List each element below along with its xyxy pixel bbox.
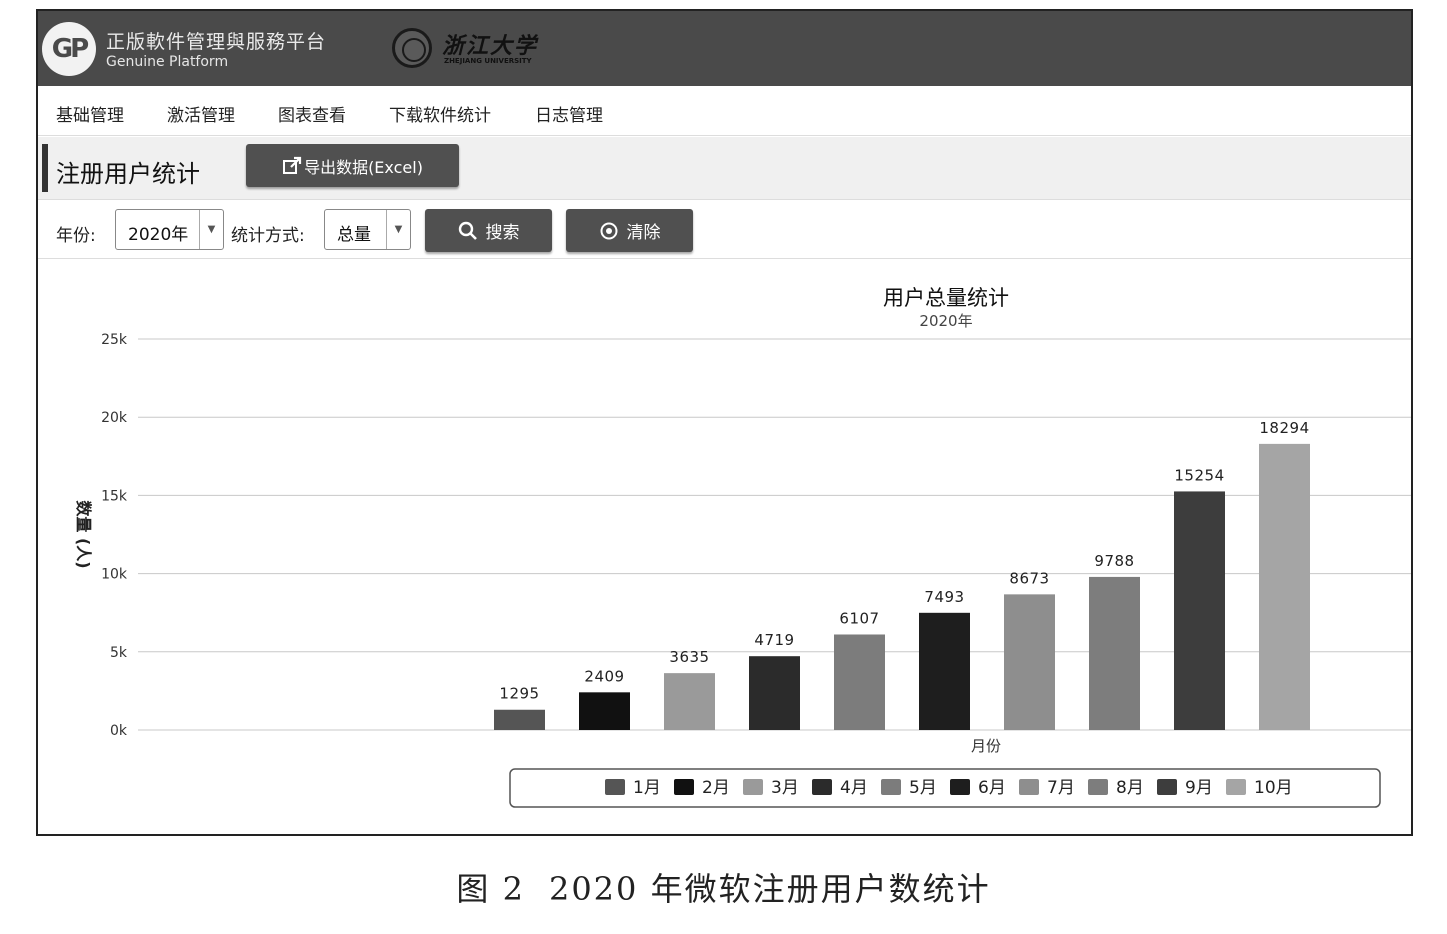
data-label: 8673: [1009, 569, 1049, 587]
bar-2: [579, 692, 630, 730]
page-title: 注册用户统计: [56, 160, 200, 188]
legend-swatch: [674, 779, 694, 795]
y-tick-label: 25k: [101, 332, 128, 348]
university-name-en: ZHEJIANG UNIVERSITY: [444, 57, 532, 65]
screenshot-frame: GP 正版軟件管理與服務平台 Genuine Platform 浙江大学 ZHE…: [36, 9, 1413, 836]
data-label: 7493: [924, 588, 964, 606]
year-select-value: 2020年: [128, 225, 189, 245]
export-button-label: 导出数据(Excel): [304, 157, 423, 177]
university-name: 浙江大学: [442, 33, 539, 59]
legend-label: 8月: [1116, 778, 1144, 798]
year-label: 年份:: [56, 226, 96, 246]
nav-item-download-stats[interactable]: 下载软件统计: [389, 106, 491, 126]
user-total-bar-chart: 用户总量统计 2020年 0k 5k 10k 15k 20k 25k 数量 (人) 1295 240…: [74, 286, 1411, 808]
data-label: 1295: [499, 685, 539, 703]
bar-1: [494, 709, 545, 730]
chart-title: 用户总量统计: [883, 286, 1009, 310]
year-select[interactable]: 2020年 ▼: [115, 209, 224, 250]
legend-swatch: [812, 779, 832, 795]
data-label: 9788: [1094, 552, 1134, 570]
bar-10: [1259, 443, 1310, 730]
bar-8: [1089, 576, 1140, 730]
search-button[interactable]: 搜索: [425, 209, 552, 252]
method-select[interactable]: 总量 ▼: [324, 209, 411, 250]
y-tick-label: 15k: [101, 488, 128, 504]
legend-swatch: [950, 779, 970, 795]
platform-name-en: Genuine Platform: [106, 54, 229, 70]
app-header: GP 正版軟件管理與服務平台 Genuine Platform 浙江大学 ZHE…: [38, 11, 1411, 86]
chevron-down-icon: ▼: [199, 210, 223, 249]
bar-3: [664, 673, 715, 730]
data-label: 2409: [584, 667, 624, 685]
y-tick-label: 5k: [110, 645, 128, 661]
legend-label: 4月: [840, 778, 868, 798]
legend-label: 2月: [702, 778, 730, 798]
nav-item-charts[interactable]: 图表查看: [278, 106, 346, 126]
x-axis-label: 月份: [971, 737, 1001, 755]
nav-item-basic[interactable]: 基础管理: [56, 106, 124, 126]
data-label: 18294: [1259, 419, 1309, 437]
nav-item-activation[interactable]: 激活管理: [167, 106, 235, 126]
legend-box: [509, 768, 1381, 808]
figure-caption-text: 2020 年微软注册用户数统计: [548, 870, 991, 908]
legend-swatch: [605, 779, 625, 795]
legend-label: 6月: [978, 778, 1006, 798]
nav-item-logs[interactable]: 日志管理: [535, 106, 603, 126]
y-tick-label: 20k: [101, 410, 128, 426]
search-button-label: 搜索: [485, 223, 520, 243]
method-select-value: 总量: [337, 225, 371, 245]
legend-swatch: [1157, 779, 1177, 795]
bar-9: [1174, 491, 1225, 730]
figure-number: 图 2: [456, 870, 525, 908]
legend-label: 3月: [771, 778, 799, 798]
legend-swatch: [881, 779, 901, 795]
clear-button-label: 清除: [626, 223, 661, 243]
chart-subtitle: 2020年: [919, 312, 972, 330]
bar-4: [749, 656, 800, 730]
university-seal-logo: [392, 28, 432, 68]
data-label: 15254: [1174, 466, 1224, 484]
chart-panel: 用户总量统计 2020年 0k 5k 10k 15k 20k 25k 数量 (人) 1295 240…: [38, 260, 1411, 834]
page-title-bar: 注册用户统计 导出数据(Excel): [38, 137, 1411, 200]
legend-label: 9月: [1185, 778, 1213, 798]
platform-logo[interactable]: GP: [42, 22, 96, 76]
bar-7: [1004, 594, 1055, 730]
method-label: 统计方式:: [231, 226, 305, 246]
platform-name: 正版軟件管理與服務平台: [106, 31, 327, 53]
export-excel-button[interactable]: 导出数据(Excel): [246, 144, 459, 187]
y-tick-label: 0k: [110, 723, 128, 739]
chevron-down-icon: ▼: [386, 210, 410, 249]
main-nav: 基础管理 激活管理 图表查看 下载软件统计 日志管理: [38, 86, 1411, 136]
bar-5: [834, 634, 885, 730]
legend-swatch: [1019, 779, 1039, 795]
legend-label: 1月: [633, 778, 661, 798]
legend-swatch: [1226, 779, 1246, 795]
close-circle-icon: [600, 222, 617, 239]
legend-label: 10月: [1254, 778, 1293, 798]
legend-swatch: [1088, 779, 1108, 795]
external-link-icon: [283, 156, 302, 174]
y-axis-label: 数量 (人): [74, 500, 93, 568]
data-label: 3635: [669, 648, 709, 666]
legend-label: 5月: [909, 778, 937, 798]
y-tick-label: 10k: [101, 567, 128, 583]
legend-label: 7月: [1047, 778, 1075, 798]
filter-bar: 年份: 2020年 ▼ 统计方式: 总量 ▼ 搜索 清除: [38, 201, 1411, 259]
search-icon: [458, 221, 477, 240]
figure-caption: 图 2 2020 年微软注册用户数统计: [0, 864, 1447, 910]
title-accent-bar: [42, 144, 48, 192]
bar-6: [919, 612, 970, 730]
legend-swatch: [743, 779, 763, 795]
data-label: 6107: [839, 609, 879, 627]
data-label: 4719: [754, 631, 794, 649]
clear-button[interactable]: 清除: [566, 209, 693, 252]
